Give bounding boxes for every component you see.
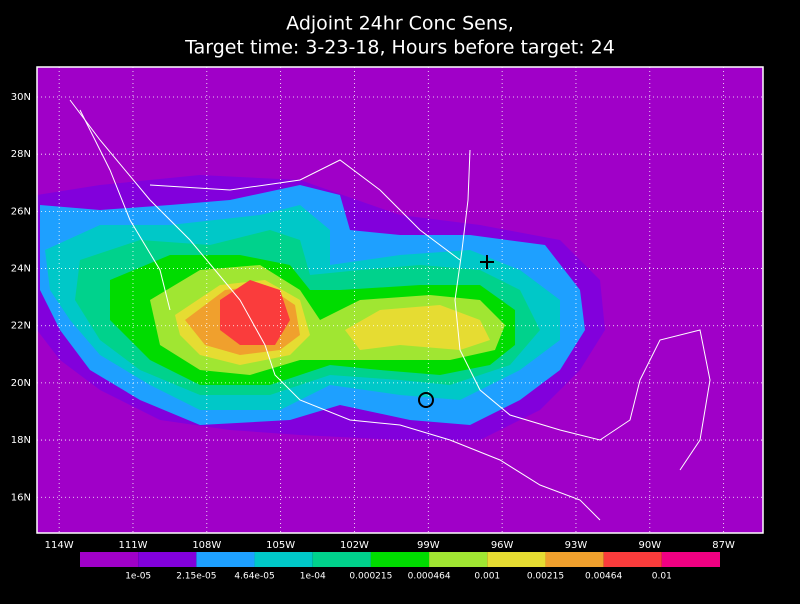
- colorbar-label: 4.64e-05: [234, 572, 274, 582]
- colorbar-swatch: [661, 552, 720, 567]
- colorbar-label: 1e-04: [300, 572, 326, 582]
- colorbar-label: 0.00215: [527, 572, 564, 582]
- target-marker: [480, 255, 494, 269]
- colorbar-swatch: [254, 552, 313, 567]
- x-tick-label: 114W: [45, 540, 74, 551]
- source-marker: [418, 392, 434, 408]
- x-tick-label: 90W: [638, 540, 661, 551]
- colorbar-label: 2.15e-05: [176, 572, 216, 582]
- colorbar-swatch: [545, 552, 604, 567]
- colorbar-label: 0.01: [652, 572, 672, 582]
- y-tick-label: 20N: [11, 378, 31, 389]
- x-tick-label: 99W: [417, 540, 440, 551]
- x-tick-label: 87W: [712, 540, 735, 551]
- colorbar-label: 0.000215: [349, 572, 392, 582]
- title-line: Target time: 3-23-18, Hours before targe…: [184, 37, 615, 59]
- y-tick-label: 28N: [11, 149, 31, 160]
- colorbar-label: 1e-05: [125, 572, 151, 582]
- coastline: [454, 149, 711, 471]
- coastline: [79, 109, 171, 311]
- border: [149, 159, 461, 261]
- colorbar-swatch: [487, 552, 546, 567]
- x-tick-label: 105W: [266, 540, 295, 551]
- x-tick-label: 102W: [340, 540, 369, 551]
- colorbar-swatch: [370, 552, 430, 567]
- y-tick-label: 24N: [11, 264, 31, 275]
- y-tick-label: 16N: [11, 492, 31, 503]
- colorbar-swatch: [429, 552, 488, 567]
- x-tick-label: 108W: [192, 540, 221, 551]
- coastlines: [69, 99, 711, 521]
- y-tick-label: 18N: [11, 435, 31, 446]
- colorbar-swatch: [312, 552, 371, 567]
- colorbar-swatch: [603, 552, 662, 567]
- y-tick-label: 22N: [11, 321, 31, 332]
- x-tick-label: 111W: [118, 540, 147, 551]
- field: [37, 67, 763, 533]
- colorbar-label: 0.00464: [585, 572, 622, 582]
- y-tick-label: 26N: [11, 206, 31, 217]
- contour: [345, 305, 490, 350]
- colorbar-swatch: [80, 552, 139, 567]
- x-tick-label: 93W: [565, 540, 588, 551]
- y-tick-label: 30N: [11, 92, 31, 103]
- colorbar-label: 0.001: [474, 572, 500, 582]
- colorbar-label: 0.000464: [408, 572, 451, 582]
- x-tick-label: 96W: [491, 540, 514, 551]
- markers: [418, 255, 494, 408]
- grid: [37, 67, 763, 533]
- coastline: [69, 99, 601, 521]
- title-line: Adjoint 24hr Conc Sens,: [286, 13, 514, 35]
- colorbar-swatch: [138, 552, 197, 567]
- map-frame: [36, 66, 764, 534]
- colorbar-swatch: [196, 552, 255, 567]
